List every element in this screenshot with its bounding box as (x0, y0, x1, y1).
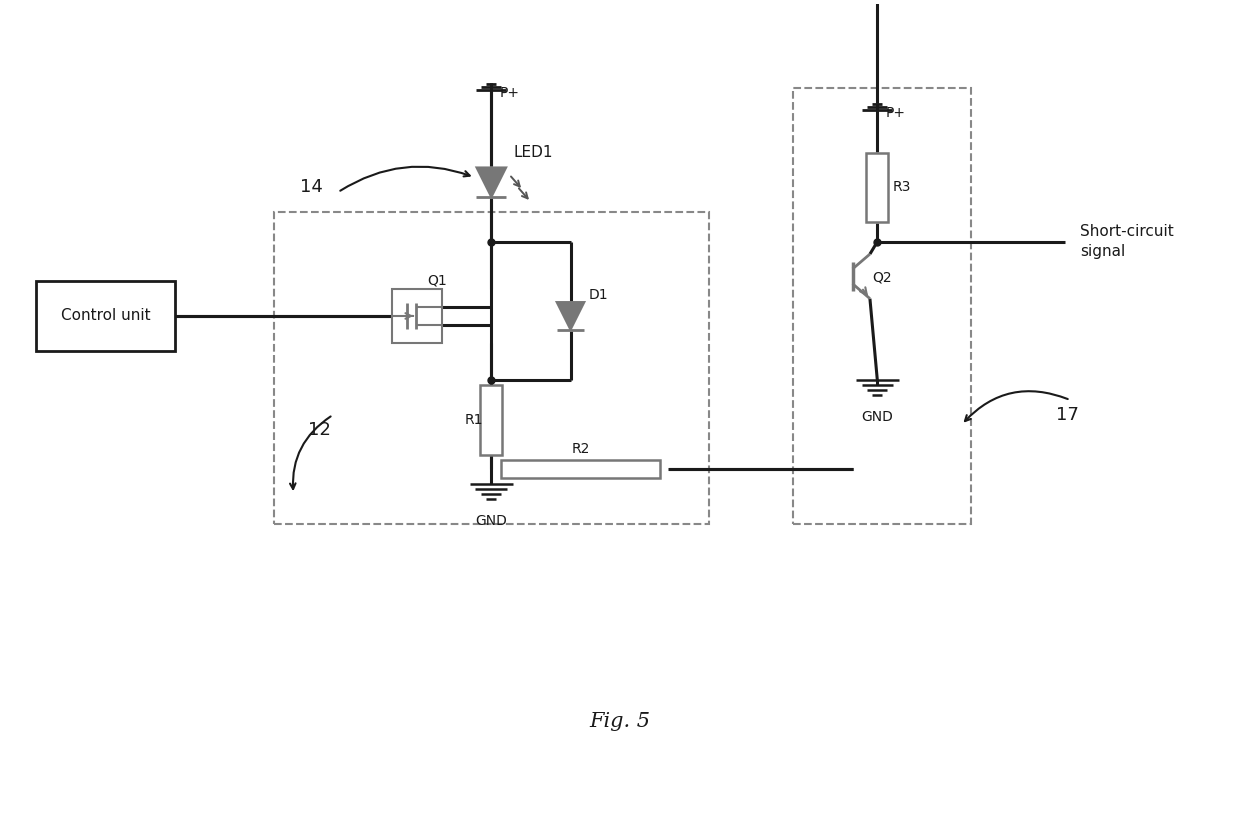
Text: 17: 17 (1055, 406, 1079, 424)
Bar (274, 212, 709, 524)
Bar (36, 281, 175, 350)
Text: R1: R1 (465, 413, 484, 427)
Text: 14: 14 (300, 178, 324, 196)
Bar (392, 289, 441, 343)
Text: Fig. 5: Fig. 5 (589, 712, 651, 731)
Text: 12: 12 (309, 421, 331, 438)
Text: P+: P+ (500, 86, 520, 100)
Text: Short-circuit
signal: Short-circuit signal (1080, 224, 1174, 259)
Text: Q2: Q2 (873, 271, 892, 284)
Bar (867, 152, 888, 222)
Text: R3: R3 (893, 180, 910, 194)
Text: LED1: LED1 (513, 144, 553, 160)
Text: GND: GND (862, 410, 893, 424)
Polygon shape (557, 302, 584, 330)
Text: P+: P+ (885, 106, 905, 120)
Bar (794, 88, 971, 524)
Text: Control unit: Control unit (61, 308, 150, 324)
Text: D1: D1 (588, 289, 608, 302)
Bar (501, 460, 660, 478)
Text: R2: R2 (572, 442, 589, 456)
Text: GND: GND (475, 514, 507, 528)
Text: Q1: Q1 (427, 273, 446, 287)
Bar (480, 385, 502, 455)
Polygon shape (476, 167, 506, 197)
